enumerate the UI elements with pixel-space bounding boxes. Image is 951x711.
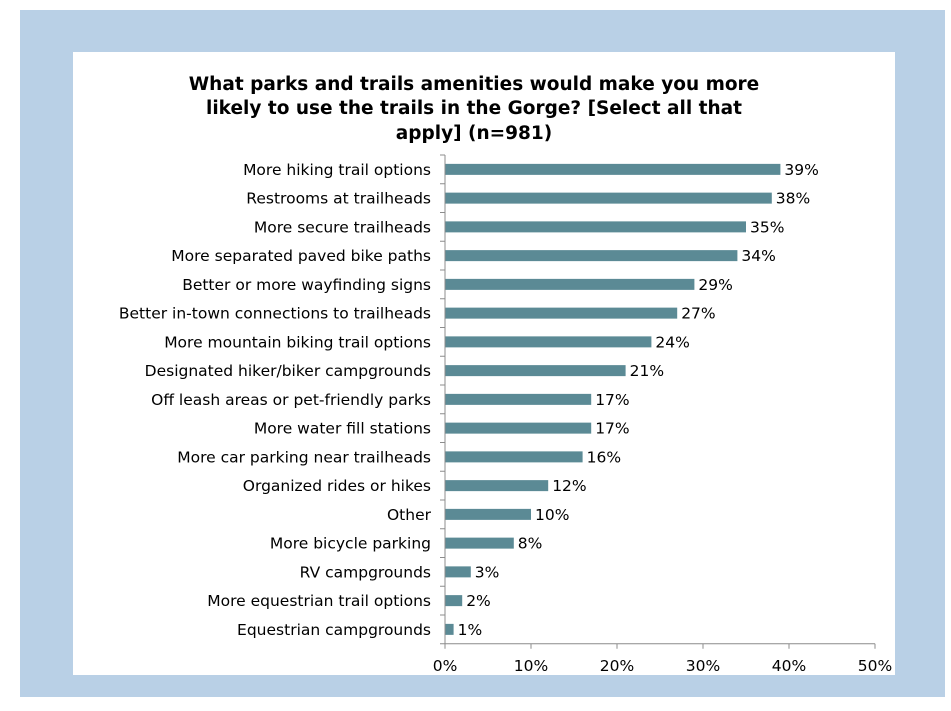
bar — [445, 393, 592, 405]
data-label: 2% — [466, 592, 491, 610]
x-tick-label: 30% — [686, 657, 720, 675]
chart-title-line: What parks and trails amenities would ma… — [189, 74, 759, 95]
bar-chart: What parks and trails amenities would ma… — [119, 74, 892, 675]
chart-title: What parks and trails amenities would ma… — [189, 74, 759, 144]
category-label: More separated paved bike paths — [171, 247, 431, 265]
bar — [445, 278, 695, 290]
data-label: 17% — [595, 420, 629, 438]
bar — [445, 537, 514, 549]
category-label: Better or more wayfinding signs — [182, 276, 431, 294]
bar — [445, 480, 549, 492]
bar — [445, 221, 746, 233]
category-label: More mountain biking trail options — [164, 333, 431, 351]
category-label: Better in-town connections to trailheads — [119, 305, 431, 323]
category-label: Designated hiker/biker campgrounds — [145, 362, 431, 380]
bar — [445, 163, 781, 175]
axes: 0% 10% 20% 30% 40% 50% — [433, 154, 892, 675]
category-label: Equestrian campgrounds — [237, 621, 431, 639]
data-label: 17% — [595, 391, 629, 409]
bar — [445, 451, 583, 463]
data-label: 34% — [741, 247, 775, 265]
category-label: Other — [387, 506, 432, 524]
x-tick-label: 10% — [514, 657, 548, 675]
bar — [445, 508, 531, 520]
data-label: 8% — [518, 535, 543, 553]
category-label: More hiking trail options — [243, 161, 431, 179]
category-label: More equestrian trail options — [207, 592, 431, 610]
bar — [445, 422, 592, 434]
data-label: 35% — [750, 218, 784, 236]
bar — [445, 192, 772, 204]
data-label: 38% — [776, 190, 810, 208]
data-label: 21% — [630, 362, 664, 380]
data-label: 39% — [784, 161, 818, 179]
bar — [445, 623, 454, 635]
x-tick-label: 50% — [858, 657, 892, 675]
bar — [445, 566, 471, 578]
bar — [445, 595, 463, 607]
bar — [445, 365, 626, 377]
bar — [445, 336, 652, 348]
chart-panel: What parks and trails amenities would ma… — [73, 52, 895, 675]
category-label: More car parking near trailheads — [177, 448, 431, 466]
category-label: More water fill stations — [254, 420, 431, 438]
category-label: More bicycle parking — [270, 535, 431, 553]
data-label: 29% — [698, 276, 732, 294]
bars — [445, 163, 781, 635]
category-label: More secure trailheads — [254, 218, 431, 236]
chart-title-line: apply] (n=981) — [396, 123, 552, 144]
data-label: 27% — [681, 305, 715, 323]
bar — [445, 307, 678, 319]
category-label: Restrooms at trailheads — [246, 190, 431, 208]
data-label: 3% — [475, 563, 500, 581]
x-tick-label: 0% — [433, 657, 458, 675]
value-labels: 39%38%35%34%29%27%24%21%17%17%16%12%10%8… — [458, 161, 819, 639]
data-label: 24% — [655, 333, 689, 351]
data-label: 12% — [552, 477, 586, 495]
chart-frame: What parks and trails amenities would ma… — [20, 10, 945, 697]
x-tick-label: 40% — [772, 657, 806, 675]
data-label: 1% — [458, 621, 483, 639]
data-label: 16% — [587, 448, 621, 466]
bar — [445, 250, 738, 262]
category-label: Off leash areas or pet-friendly parks — [151, 391, 431, 409]
category-label: Organized rides or hikes — [243, 477, 431, 495]
chart-title-line: likely to use the trails in the Gorge? [… — [206, 98, 742, 119]
data-label: 10% — [535, 506, 569, 524]
x-tick-label: 20% — [600, 657, 634, 675]
category-labels: More hiking trail options Restrooms at tr… — [119, 161, 432, 639]
category-label: RV campgrounds — [300, 563, 431, 581]
